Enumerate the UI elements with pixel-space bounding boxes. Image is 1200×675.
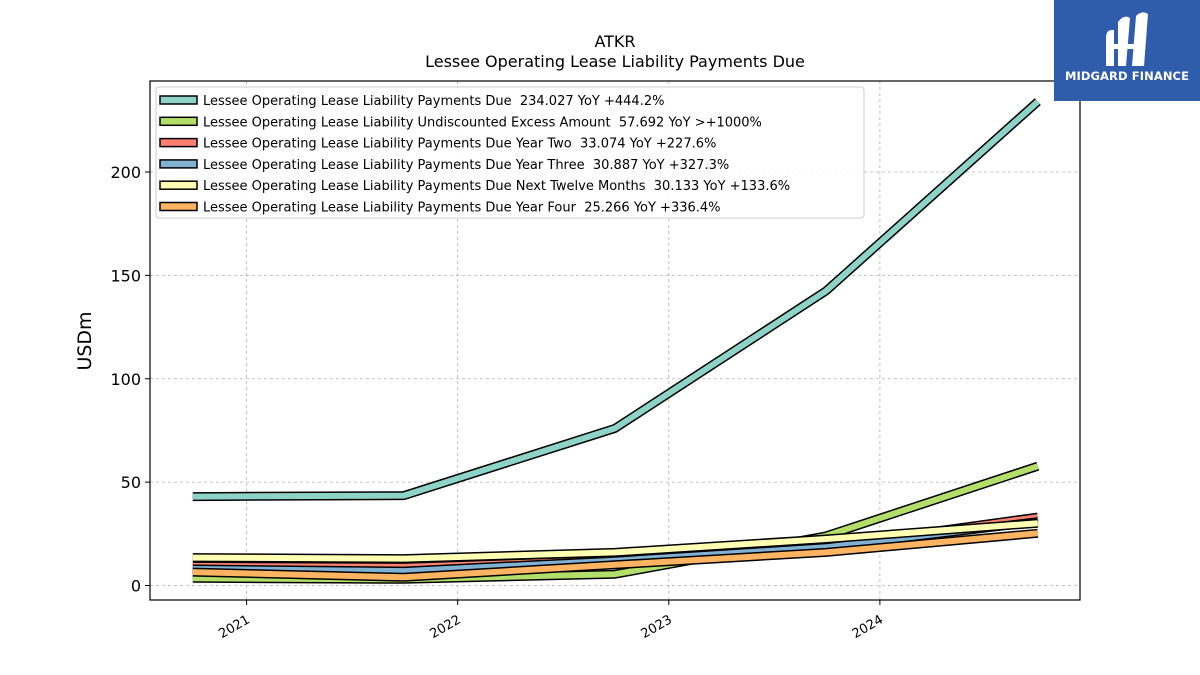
legend-swatch xyxy=(159,201,198,212)
legend-swatch xyxy=(159,137,198,148)
plot-frame xyxy=(149,80,1081,601)
series-lines xyxy=(192,98,1041,584)
y-tick-label: 0 xyxy=(131,577,141,596)
legend-swatch xyxy=(159,159,198,169)
midgard-logo-icon xyxy=(1106,12,1148,67)
legend-label: Lessee Operating Lease Liability Payment… xyxy=(203,94,664,109)
legend-label: Lessee Operating Lease Liability Payment… xyxy=(203,179,790,194)
series-line xyxy=(192,99,1040,500)
y-axis-label: USDm xyxy=(74,311,96,370)
legend-label: Lessee Operating Lease Liability Payment… xyxy=(203,201,721,216)
logo-text: MIDGARD FINANCE xyxy=(1064,69,1190,83)
legend-swatch xyxy=(159,116,198,127)
x-tick-label: 2021 xyxy=(216,612,252,642)
x-tick-label: 2023 xyxy=(639,612,675,642)
x-tick-label: 2024 xyxy=(850,612,886,642)
x-axis: 2021 2022 2023 2024 xyxy=(216,600,886,642)
legend-label: Lessee Operating Lease Liability Undisco… xyxy=(203,115,762,130)
y-axis: 0 50 100 150 200 xyxy=(110,163,150,596)
legend-box xyxy=(155,86,865,219)
legend-label: Lessee Operating Lease Liability Payment… xyxy=(203,137,716,152)
legend-swatch xyxy=(159,180,198,190)
series-line xyxy=(192,520,1039,562)
chart-subtitle: Lessee Operating Lease Liability Payment… xyxy=(425,52,805,71)
legend-label: Lessee Operating Lease Liability Payment… xyxy=(203,158,729,173)
x-tick-label: 2022 xyxy=(428,612,464,642)
chart-title: ATKR xyxy=(594,32,636,51)
y-tick-label: 150 xyxy=(110,266,141,285)
legend-swatch xyxy=(159,95,198,105)
y-tick-label: 200 xyxy=(110,163,141,182)
legend: Lessee Operating Lease Liability Payment… xyxy=(155,86,865,219)
logo: MIDGARD FINANCE xyxy=(1054,0,1200,101)
series-line xyxy=(192,530,1039,581)
y-tick-label: 100 xyxy=(110,370,141,389)
y-tick-label: 50 xyxy=(121,473,141,492)
